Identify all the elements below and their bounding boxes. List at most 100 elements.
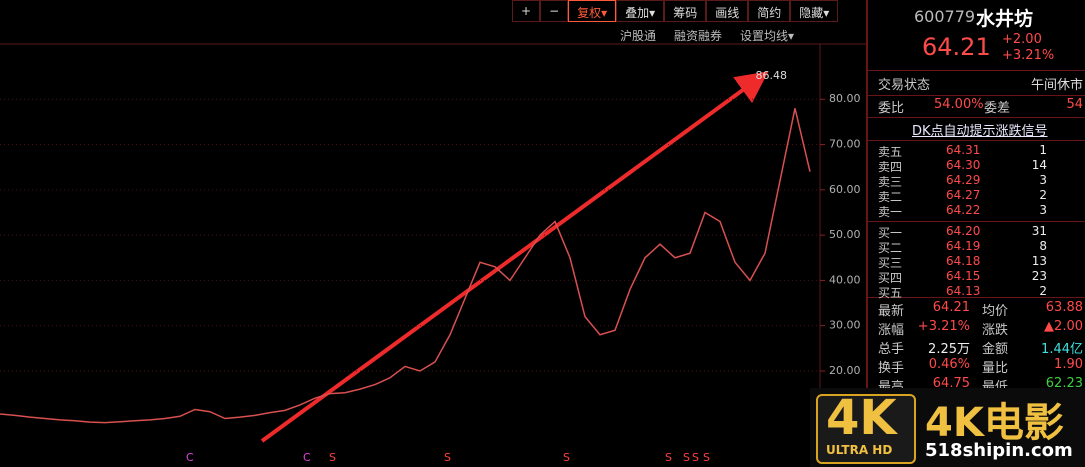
stat-label: 最新 — [878, 304, 905, 319]
toolbar-links: 沪股通 融资融券 设置均线▾ — [620, 27, 794, 44]
book-price: 64.29 — [946, 173, 981, 187]
y-tick-label: 70.00 — [829, 138, 861, 151]
label: 交易状态 — [878, 78, 931, 93]
stat-value: 1.90 — [1054, 357, 1083, 372]
book-price: 64.22 — [946, 203, 981, 217]
value: 54 — [1066, 97, 1083, 112]
book-price: 64.31 — [946, 143, 981, 157]
signal-marker: S — [665, 451, 672, 464]
toolbar-button[interactable]: 简约 — [748, 0, 791, 22]
y-tick-label: 60.00 — [829, 183, 861, 196]
label: 委比 — [878, 101, 905, 116]
signal-marker: C — [303, 451, 311, 464]
signal-marker: S — [692, 451, 699, 464]
toolbar-button[interactable]: + — [512, 0, 541, 22]
separator — [868, 297, 1085, 298]
wm-site: 518shipin.com — [925, 440, 1073, 461]
book-volume: 14 — [1031, 158, 1047, 172]
signal-marker: S — [329, 451, 336, 464]
toolbar-link[interactable]: 沪股通 — [620, 29, 657, 43]
book-price: 64.15 — [946, 269, 981, 283]
stat-label: 金额 — [982, 342, 1009, 357]
stat-label: 涨跌 — [982, 323, 1009, 338]
toolbar-link[interactable]: 设置均线▾ — [740, 29, 795, 43]
price-line — [0, 108, 811, 424]
book-volume: 3 — [1039, 173, 1047, 187]
status: 午间休市 — [1030, 78, 1083, 93]
logo: 4K — [826, 390, 897, 446]
signal-marker: S — [444, 451, 451, 464]
book-label: 买四 — [878, 271, 903, 285]
stat-label: 涨幅 — [878, 323, 905, 338]
book-label: 卖四 — [878, 160, 903, 174]
separator — [868, 140, 1085, 141]
stat-label: 总手 — [878, 342, 905, 357]
value: 54.00% — [934, 97, 984, 112]
stat-value: 62.23 — [1045, 376, 1083, 391]
signal-link[interactable]: DK点自动提示涨跌信号 — [912, 124, 1048, 139]
trend-arrow — [260, 71, 769, 443]
book-label: 买二 — [878, 241, 903, 255]
book-label: 买三 — [878, 256, 903, 270]
stat-value: +3.21% — [917, 319, 970, 334]
stat-value: ▲2.00 — [1044, 319, 1083, 334]
book-price: 64.30 — [946, 158, 981, 172]
price: 64.21 — [922, 33, 991, 61]
stock-name: 水井坊 — [976, 8, 1034, 30]
toolbar-button[interactable]: 复权▾ — [568, 0, 617, 22]
signal-marker: S — [703, 451, 710, 464]
stock-code: 600779 — [914, 7, 976, 26]
book-volume: 31 — [1031, 224, 1047, 238]
stat-label: 量比 — [982, 361, 1009, 376]
stat-value: 0.46% — [928, 357, 970, 372]
watermark: 4K ULTRA HD 4K电影 518shipin.com — [810, 388, 1085, 467]
quote-panel: 600779 水井坊 64.21 +2.00 +3.21% 交易状态 午间休市 委比 54.00… — [866, 0, 1085, 467]
toolbar-button[interactable]: 筹码 — [664, 0, 707, 22]
toolbar-button[interactable]: 叠加▾ — [616, 0, 665, 22]
stat-value: 63.88 — [1045, 300, 1083, 315]
book-volume: 1 — [1039, 143, 1047, 157]
y-tick-label: 40.00 — [829, 273, 861, 286]
stat-value: 64.21 — [932, 300, 970, 315]
book-volume: 2 — [1039, 188, 1047, 202]
book-label: 卖五 — [878, 145, 903, 159]
toolbar-button[interactable]: − — [540, 0, 569, 22]
change: +2.00 — [1002, 32, 1042, 47]
label: 委差 — [984, 101, 1011, 116]
toolbar-link[interactable]: 融资融券 — [674, 29, 723, 43]
chart: 20.00 30.00 40.00 50.00 60.00 70.00 80.00 86.48… — [0, 43, 866, 467]
toolbar-button[interactable]: 隐藏▾ — [790, 0, 839, 22]
book-price: 64.13 — [946, 284, 981, 298]
stat-value: 64.75 — [932, 376, 970, 391]
stat-value: 2.25万 — [928, 342, 970, 357]
book-price: 64.18 — [946, 254, 981, 268]
book-volume: 13 — [1031, 254, 1047, 268]
signal-marker: C — [186, 451, 194, 464]
signal-marker: S — [683, 451, 690, 464]
stat-label: 均价 — [982, 304, 1009, 319]
separator — [868, 117, 1085, 118]
book-label: 买五 — [878, 286, 903, 300]
toolbar-button[interactable]: 画线 — [706, 0, 749, 22]
separator — [868, 95, 1085, 96]
stat-label: 换手 — [878, 361, 905, 376]
y-tick-label: 30.00 — [829, 319, 861, 332]
book-volume: 2 — [1039, 284, 1047, 298]
book-volume: 23 — [1031, 269, 1047, 283]
toolbar[interactable]: + − 复权▾ 叠加▾ 筹码 画线 简约 隐藏▾ — [512, 0, 839, 22]
change-pct: +3.21% — [1002, 48, 1055, 63]
signal-marker: S — [563, 451, 570, 464]
book-price: 64.20 — [946, 224, 981, 238]
peak-label: 86.48 — [756, 69, 788, 82]
wm-title: 4K电影 — [925, 400, 1064, 446]
y-tick-label: 80.00 — [829, 92, 861, 105]
book-label: 卖二 — [878, 190, 903, 204]
book-volume: 3 — [1039, 203, 1047, 217]
separator — [868, 221, 1085, 222]
book-price: 64.19 — [946, 239, 981, 253]
y-tick-label: 50.00 — [829, 228, 861, 241]
book-price: 64.27 — [946, 188, 981, 202]
stat-value: 1.44亿 — [1041, 342, 1083, 357]
book-label: 卖一 — [878, 205, 903, 219]
